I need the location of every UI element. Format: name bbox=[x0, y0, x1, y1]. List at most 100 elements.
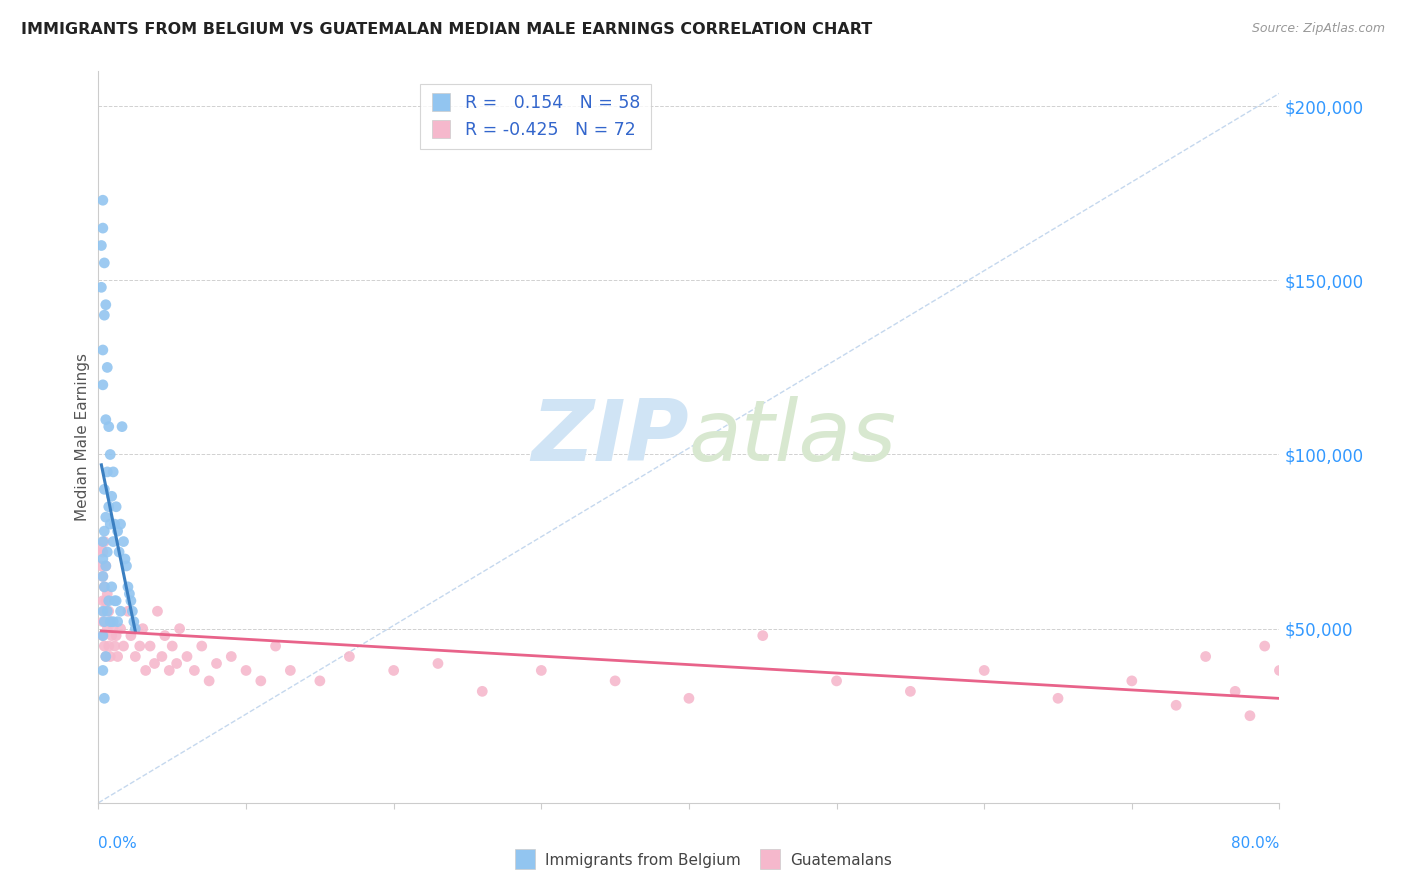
Point bbox=[112, 639, 135, 653]
Point bbox=[973, 664, 995, 678]
Point bbox=[117, 580, 139, 594]
Point bbox=[96, 360, 118, 375]
Point bbox=[93, 534, 115, 549]
Point bbox=[91, 545, 114, 559]
Point bbox=[91, 664, 114, 678]
Point bbox=[96, 604, 118, 618]
Point bbox=[94, 298, 117, 312]
Point bbox=[124, 649, 146, 664]
Point bbox=[94, 649, 117, 664]
Point bbox=[128, 639, 150, 653]
Text: 80.0%: 80.0% bbox=[1232, 836, 1279, 851]
Legend: Immigrants from Belgium, Guatemalans: Immigrants from Belgium, Guatemalans bbox=[509, 847, 897, 873]
Point bbox=[382, 664, 405, 678]
Point bbox=[112, 534, 135, 549]
Point bbox=[103, 465, 125, 479]
Point bbox=[93, 308, 115, 322]
Point bbox=[146, 604, 169, 618]
Point bbox=[103, 534, 125, 549]
Point bbox=[111, 419, 134, 434]
Point bbox=[91, 629, 114, 643]
Point bbox=[93, 691, 115, 706]
Point bbox=[98, 448, 121, 462]
Point bbox=[1254, 639, 1277, 653]
Point bbox=[98, 517, 121, 532]
Point bbox=[107, 524, 129, 538]
Point bbox=[122, 615, 145, 629]
Point bbox=[93, 615, 115, 629]
Point bbox=[162, 639, 183, 653]
Point bbox=[100, 629, 122, 643]
Point bbox=[98, 649, 121, 664]
Point bbox=[1195, 649, 1218, 664]
Point bbox=[97, 594, 120, 608]
Point bbox=[94, 558, 117, 573]
Point bbox=[90, 558, 112, 573]
Point bbox=[1121, 673, 1143, 688]
Point bbox=[96, 622, 118, 636]
Text: ZIP: ZIP bbox=[531, 395, 689, 479]
Point bbox=[93, 604, 115, 618]
Text: IMMIGRANTS FROM BELGIUM VS GUATEMALAN MEDIAN MALE EARNINGS CORRELATION CHART: IMMIGRANTS FROM BELGIUM VS GUATEMALAN ME… bbox=[21, 22, 872, 37]
Point bbox=[678, 691, 700, 706]
Point bbox=[103, 615, 125, 629]
Point bbox=[100, 489, 122, 503]
Point bbox=[93, 524, 115, 538]
Point bbox=[97, 639, 120, 653]
Point bbox=[94, 412, 117, 426]
Point bbox=[114, 552, 136, 566]
Point bbox=[93, 580, 115, 594]
Text: 0.0%: 0.0% bbox=[98, 836, 138, 851]
Point bbox=[198, 673, 221, 688]
Text: atlas: atlas bbox=[689, 395, 897, 479]
Point bbox=[90, 541, 112, 556]
Point bbox=[132, 622, 155, 636]
Point bbox=[91, 569, 114, 583]
Point bbox=[752, 629, 775, 643]
Point bbox=[91, 594, 114, 608]
Point bbox=[309, 673, 332, 688]
Point bbox=[1046, 691, 1070, 706]
Point bbox=[1268, 664, 1291, 678]
Point bbox=[124, 622, 146, 636]
Point bbox=[91, 615, 114, 629]
Y-axis label: Median Male Earnings: Median Male Earnings bbox=[75, 353, 90, 521]
Point bbox=[91, 377, 114, 392]
Point bbox=[97, 500, 120, 514]
Point bbox=[94, 594, 117, 608]
Point bbox=[1225, 684, 1247, 698]
Point bbox=[96, 465, 118, 479]
Point bbox=[280, 664, 302, 678]
Point bbox=[221, 649, 243, 664]
Point bbox=[93, 580, 115, 594]
Point bbox=[91, 629, 114, 643]
Point bbox=[117, 604, 139, 618]
Point bbox=[118, 587, 141, 601]
Point bbox=[135, 664, 157, 678]
Point bbox=[91, 343, 114, 357]
Point bbox=[93, 256, 115, 270]
Point bbox=[169, 622, 191, 636]
Point bbox=[108, 545, 131, 559]
Point bbox=[91, 569, 114, 583]
Point bbox=[176, 649, 198, 664]
Point bbox=[121, 604, 143, 618]
Point bbox=[183, 664, 205, 678]
Point bbox=[153, 629, 176, 643]
Point bbox=[93, 483, 115, 497]
Point bbox=[1239, 708, 1261, 723]
Point bbox=[107, 649, 129, 664]
Point bbox=[105, 500, 128, 514]
Text: Source: ZipAtlas.com: Source: ZipAtlas.com bbox=[1251, 22, 1385, 36]
Point bbox=[98, 615, 121, 629]
Point bbox=[97, 604, 120, 618]
Point bbox=[250, 673, 273, 688]
Point bbox=[166, 657, 188, 671]
Point bbox=[94, 558, 117, 573]
Point bbox=[104, 517, 127, 532]
Point bbox=[115, 558, 138, 573]
Point bbox=[94, 510, 117, 524]
Point bbox=[103, 622, 125, 636]
Point bbox=[100, 580, 122, 594]
Point bbox=[97, 419, 120, 434]
